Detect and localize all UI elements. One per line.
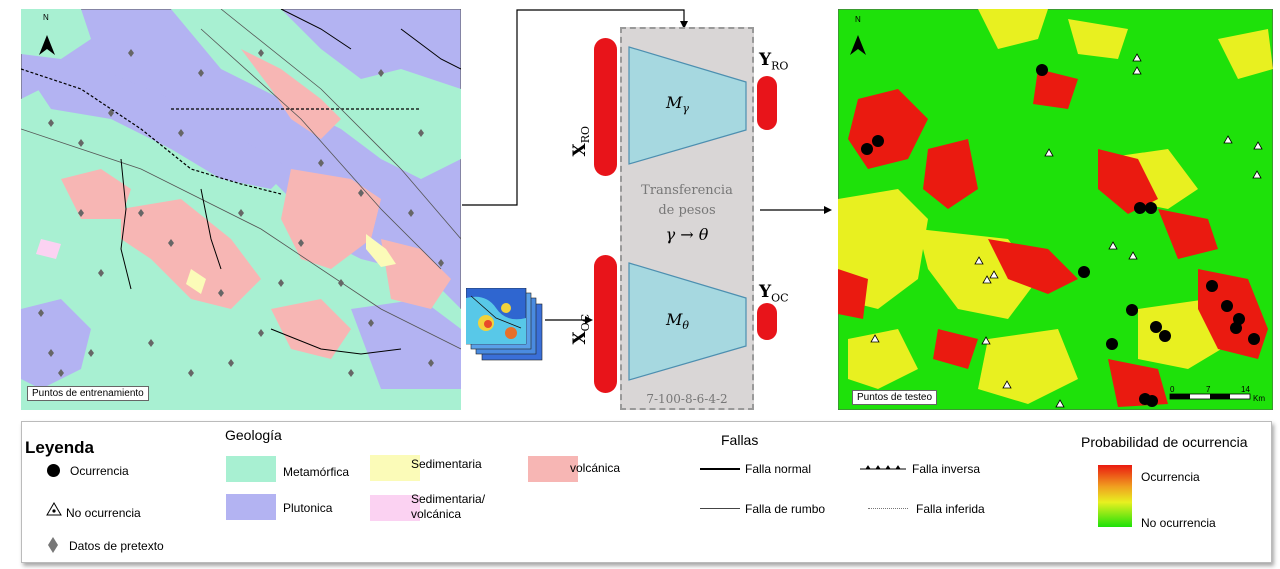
- probability-gradient: [1098, 465, 1132, 527]
- geo-sedimentaria: Sedimentaria: [411, 457, 482, 471]
- feature-stack-thumbnail: [466, 288, 543, 361]
- model-gamma-label: Mγ: [666, 93, 689, 116]
- swatch-volcanica: [528, 456, 578, 482]
- occurrence-icon: [47, 464, 60, 477]
- north-arrow-icon: [850, 35, 866, 55]
- swatch-metamorfica: [226, 456, 276, 482]
- falla-rumbo-line: [700, 508, 740, 509]
- north-label: N: [855, 15, 861, 24]
- stack-arrow: [545, 316, 593, 324]
- x-ro-label: XRO: [569, 125, 593, 157]
- geology-map-graphic: [21, 9, 461, 410]
- output-arrow: [760, 206, 832, 214]
- pretext-diamond-icon: [48, 537, 58, 553]
- legend-title: Leyenda: [25, 438, 94, 457]
- legend-pretexto: Datos de pretexto: [69, 539, 164, 553]
- training-map-label: Puntos de entrenamiento: [27, 386, 149, 401]
- transfer-formula: γ → θ: [665, 225, 709, 244]
- scale-tick-7: 7: [1206, 385, 1211, 394]
- y-oc-bar: [757, 303, 777, 340]
- x-oc-bar: [594, 255, 617, 393]
- geologia-title: Geología: [225, 427, 282, 443]
- scale-unit: Km: [1253, 394, 1265, 403]
- input-arrow: [462, 9, 688, 206]
- y-ro-bar: [757, 76, 777, 130]
- falla-normal-label: Falla normal: [745, 462, 812, 476]
- model-theta-label: Mθ: [666, 310, 690, 333]
- geo-sed-volc-2: volcánica: [411, 507, 462, 521]
- probability-map-graphic: [838, 9, 1273, 410]
- x-oc-label: XOC: [569, 313, 593, 345]
- x-ro-bar: [594, 38, 617, 176]
- testing-map-label: Puntos de testeo: [852, 390, 938, 405]
- geo-sed-volc-1: Sedimentaria/: [411, 492, 486, 506]
- geo-metamorfica: Metamórfica: [283, 465, 350, 479]
- swatch-sedimentaria: [370, 455, 420, 481]
- prob-low-label: No ocurrencia: [1141, 516, 1216, 530]
- scale-tick-0: 0: [1170, 385, 1175, 394]
- legend-panel: [21, 421, 1272, 563]
- falla-inversa-label: Falla inversa: [912, 462, 981, 476]
- falla-inferida-label: Falla inferida: [916, 502, 985, 516]
- geo-plutonica: Plutonica: [283, 501, 333, 515]
- prob-title: Probabilidad de ocurrencia: [1081, 434, 1248, 450]
- transfer-text-2: de pesos: [658, 203, 716, 218]
- falla-rumbo-label: Falla de rumbo: [745, 502, 826, 516]
- model-theta-network: [628, 262, 747, 381]
- model-gamma-network: [628, 46, 747, 165]
- testing-map: N Puntos de testeo 0 7 14 Km: [838, 9, 1273, 410]
- non-occurrence-icon: [46, 502, 62, 516]
- fallas-title: Fallas: [721, 432, 759, 448]
- swatch-plutonica: [226, 494, 276, 520]
- geo-volcanica: volcánica: [570, 461, 621, 475]
- falla-inversa-line: [860, 465, 906, 470]
- falla-inferida-line: [868, 508, 908, 509]
- architecture-label: 7-100-8-6-4-2: [646, 392, 728, 406]
- north-label: N: [43, 13, 49, 22]
- transfer-text-1: Transferencia: [641, 183, 733, 198]
- swatch-sed-volcanica: [370, 495, 420, 521]
- prob-high-label: Ocurrencia: [1141, 470, 1200, 484]
- legend-no-ocurrencia: No ocurrencia: [66, 506, 141, 520]
- falla-normal-line: [700, 468, 740, 470]
- training-map: N Puntos de entrenamiento: [21, 9, 461, 410]
- north-arrow-icon: [39, 35, 55, 55]
- y-ro-label: YRO: [759, 50, 789, 73]
- scale-tick-14: 14: [1241, 385, 1250, 394]
- legend-ocurrencia: Ocurrencia: [70, 464, 129, 478]
- y-oc-label: YOC: [759, 282, 789, 305]
